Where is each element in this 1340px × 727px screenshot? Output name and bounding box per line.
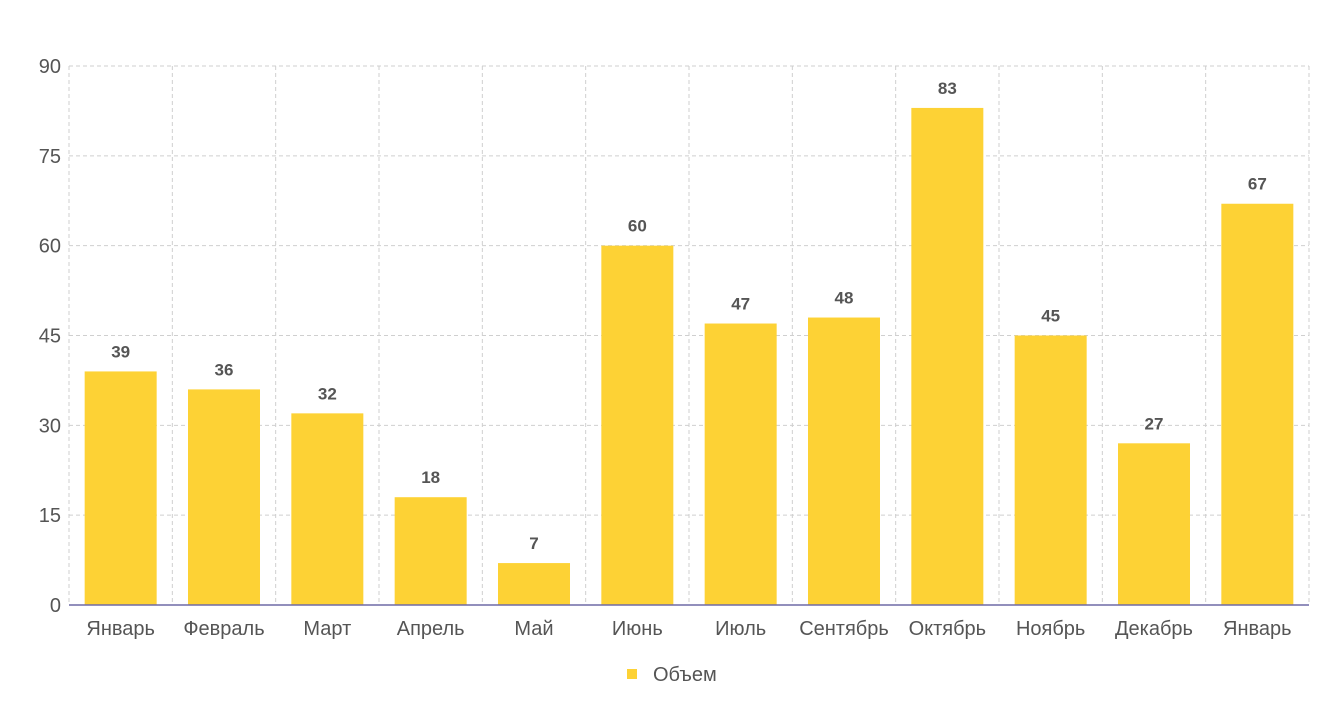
bar-value-label: 83 xyxy=(938,79,957,98)
bar-value-label: 48 xyxy=(835,289,854,308)
x-axis: Январь Февраль Март Апрель Май Июнь Июль Сентяб… xyxy=(69,604,1309,640)
bar[interactable] xyxy=(291,413,364,605)
bar[interactable] xyxy=(808,317,880,605)
y-tick-label: 75 xyxy=(39,146,61,168)
x-tick-label: Февраль xyxy=(183,618,264,640)
bar[interactable] xyxy=(188,389,260,605)
bar-value-label: 27 xyxy=(1145,414,1164,433)
y-tick-label: 90 xyxy=(39,56,61,78)
legend-swatch xyxy=(627,669,637,679)
y-tick-label: 30 xyxy=(39,415,61,437)
bars xyxy=(84,107,1294,606)
y-tick-label: 60 xyxy=(39,236,61,258)
bar-value-label: 60 xyxy=(628,217,647,236)
x-tick-label: Октябрь xyxy=(909,618,987,640)
grid xyxy=(68,65,1310,605)
bar-value-label: 67 xyxy=(1248,175,1267,194)
bar[interactable] xyxy=(601,245,674,605)
bar-value-label: 32 xyxy=(318,384,337,403)
bar[interactable] xyxy=(704,323,777,605)
bar-value-label: 39 xyxy=(111,342,130,361)
bar[interactable] xyxy=(1014,335,1087,606)
x-tick-label: Ноябрь xyxy=(1016,618,1085,640)
x-tick-label: Май xyxy=(514,618,553,640)
x-tick-label: Сентябрь xyxy=(799,618,889,640)
bar[interactable] xyxy=(394,497,467,605)
x-tick-label: Март xyxy=(303,618,351,640)
x-tick-label: Январь xyxy=(1223,618,1292,640)
x-tick-label: Июль xyxy=(715,618,766,640)
y-tick-label: 45 xyxy=(39,326,61,348)
bar[interactable] xyxy=(1118,443,1190,605)
y-tick-label: 0 xyxy=(50,595,61,617)
x-tick-label: Апрель xyxy=(397,618,465,640)
bar-value-label: 45 xyxy=(1041,307,1060,326)
bar-value-label: 47 xyxy=(731,295,750,314)
data-labels: 39 36 32 18 7 60 47 48 83 45 27 67 xyxy=(111,79,1267,553)
bar[interactable] xyxy=(911,107,984,605)
x-tick-label: Декабрь xyxy=(1115,618,1193,640)
y-tick-label: 15 xyxy=(39,505,61,527)
x-tick-label: Июнь xyxy=(612,618,663,640)
y-axis: 0 15 30 45 60 75 90 xyxy=(39,56,61,617)
bar[interactable] xyxy=(84,371,157,605)
legend-label: Объем xyxy=(653,664,717,686)
legend[interactable]: Объем xyxy=(627,664,717,686)
x-tick-label: Январь xyxy=(86,618,155,640)
bar-value-label: 18 xyxy=(421,468,440,487)
bar-value-label: 36 xyxy=(215,360,234,379)
bar[interactable] xyxy=(498,563,570,605)
bar-value-label: 7 xyxy=(529,534,538,553)
bar[interactable] xyxy=(1221,203,1294,605)
